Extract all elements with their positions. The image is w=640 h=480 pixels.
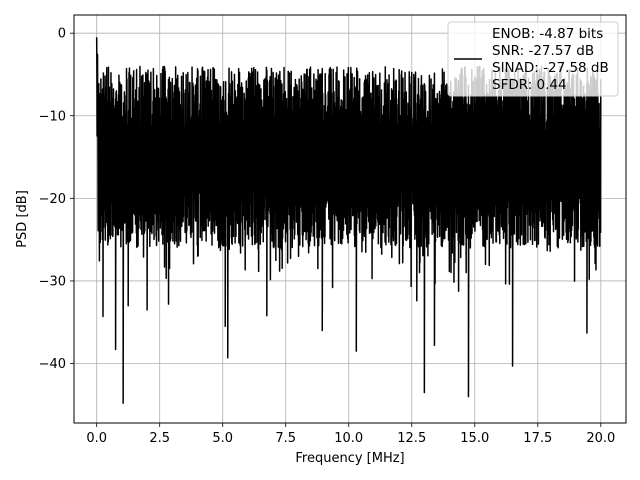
- y-axis-label: PSD [dB]: [15, 190, 30, 248]
- y-tick-label: −40: [39, 357, 66, 372]
- plot-frame: [73, 14, 627, 424]
- legend-enob: ENOB: -4.87 bits: [492, 26, 603, 42]
- y-tick-label: −10: [39, 109, 66, 124]
- legend: ENOB: -4.87 bits SNR: -27.57 dB SINAD: -…: [447, 21, 619, 97]
- y-tick-label: −30: [39, 274, 66, 289]
- x-tick-label: 20.0: [586, 431, 615, 446]
- x-tick-label: 2.5: [149, 431, 170, 446]
- x-tick-label: 17.5: [523, 431, 552, 446]
- y-tick-label: −20: [39, 192, 66, 207]
- x-tick-label: 5.0: [212, 431, 233, 446]
- legend-snr: SNR: -27.57 dB: [492, 43, 594, 59]
- legend-sinad: SINAD: -27.58 dB: [492, 60, 609, 76]
- x-tick-label: 12.5: [397, 431, 426, 446]
- legend-sfdr: SFDR: 0.44: [492, 77, 567, 93]
- x-axis-ticks: 0.0 2.5 5.0 7.5 10.0 12.5 15.0 17.5 20.0: [86, 423, 615, 446]
- x-tick-label: 7.5: [275, 431, 296, 446]
- y-tick-label: 0: [58, 27, 66, 42]
- x-tick-label: 10.0: [334, 431, 363, 446]
- x-tick-label: 0.0: [86, 431, 107, 446]
- x-axis-label: Frequency [MHz]: [295, 451, 404, 466]
- legend-box: [447, 21, 619, 97]
- x-tick-label: 15.0: [460, 431, 489, 446]
- y-axis-ticks: 0 −10 −20 −30 −40: [39, 27, 74, 372]
